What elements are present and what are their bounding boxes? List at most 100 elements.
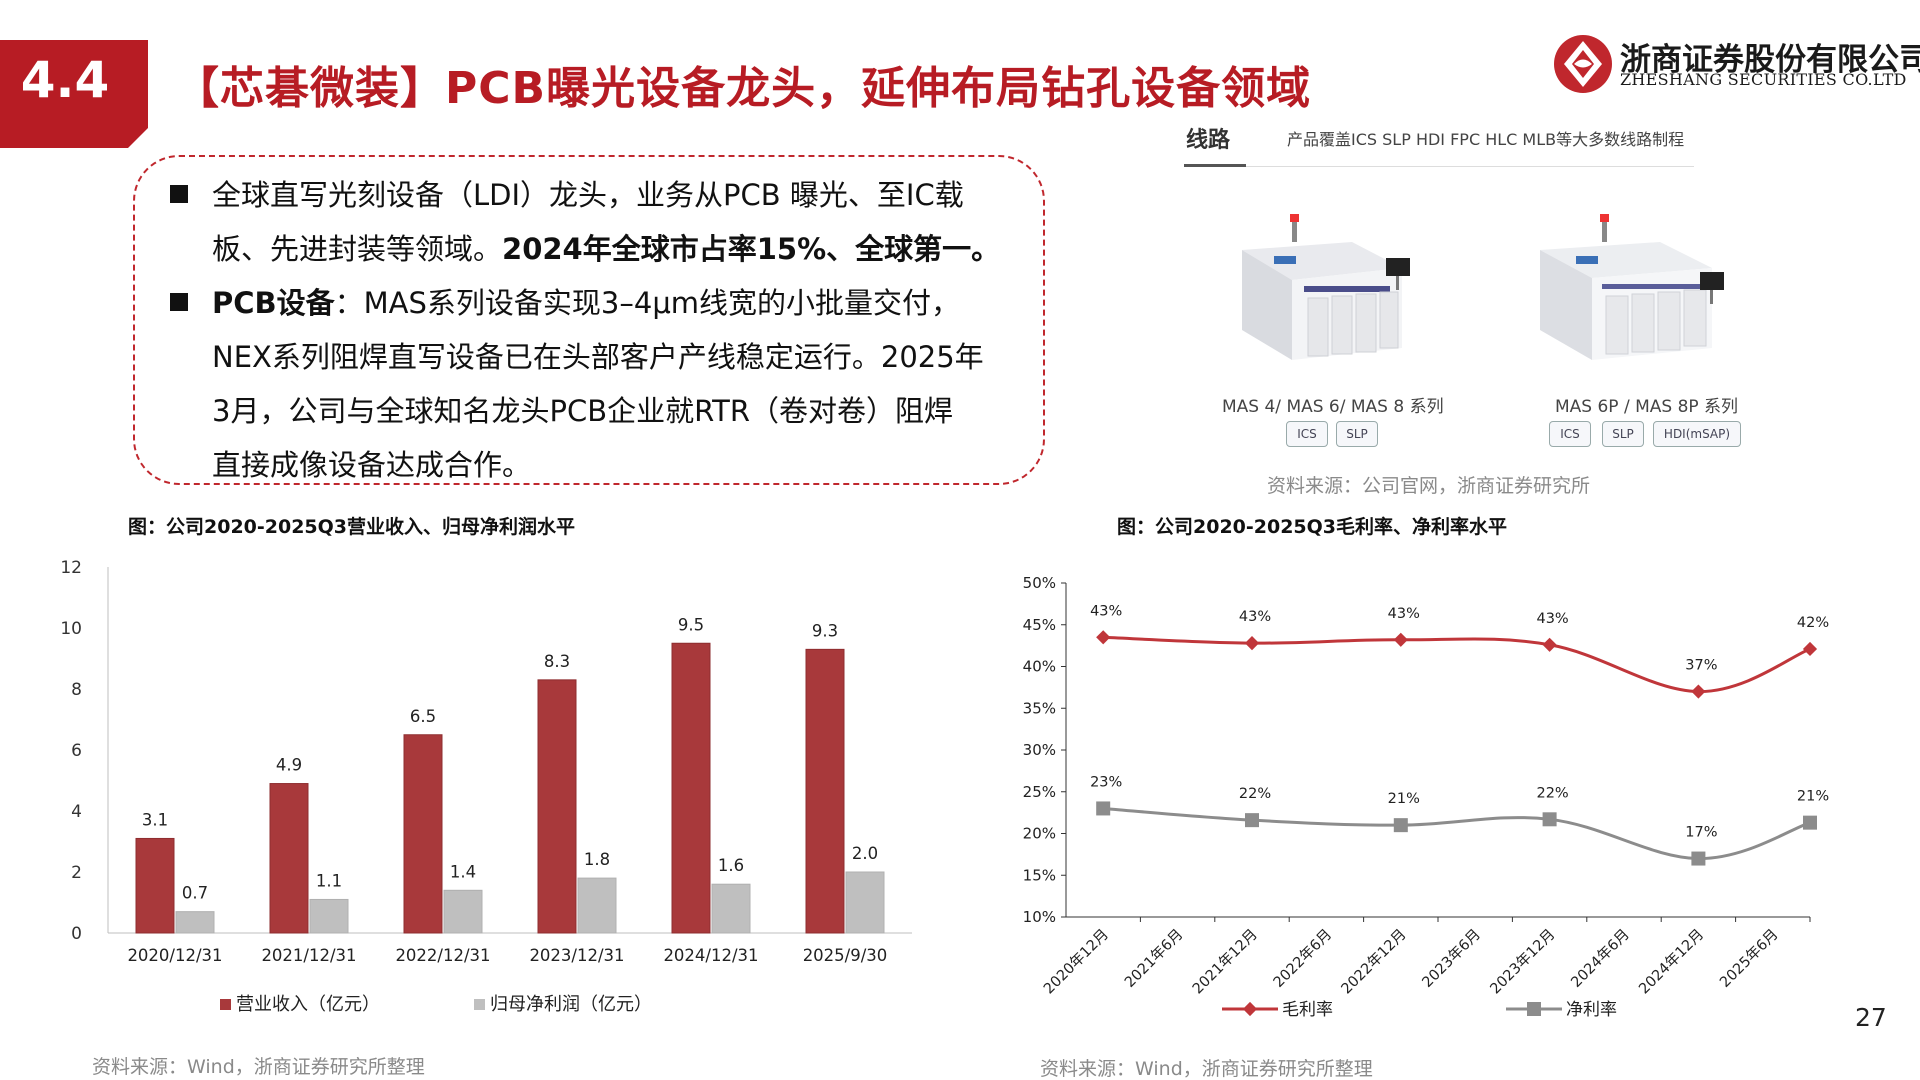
bullet-1-line-2: 板、先进封装等领域。2024年全球市占率15%、全球第一。 — [212, 232, 1001, 266]
gross-margin-label: 37% — [1685, 658, 1717, 674]
legend-net-label: 净利率 — [1566, 1000, 1617, 1020]
bullet-square-icon — [170, 185, 188, 203]
net-margin-point — [1245, 813, 1259, 828]
revenue-bar — [269, 783, 309, 934]
net-margin-label: 21% — [1797, 789, 1829, 805]
product-2-tag-hdi: HDI(mSAP) — [1653, 421, 1741, 447]
section-badge — [0, 40, 152, 148]
product-2-tag-slp: SLP — [1602, 421, 1644, 447]
legend-gross-marker — [1242, 1001, 1258, 1017]
net-margin-point — [1096, 801, 1111, 816]
x-tick-label: 2023年6月 — [1419, 926, 1484, 991]
y-tick-label: 8 — [71, 680, 82, 700]
mas-machine-image — [1242, 214, 1410, 360]
product-2-tag-ics: ICS — [1549, 421, 1591, 447]
gross-margin-point — [1393, 632, 1408, 647]
legend-net-marker — [1527, 1002, 1541, 1016]
profit-bar — [711, 883, 751, 934]
x-tick-label: 2023年12月 — [1487, 926, 1559, 998]
legend-revenue-label: 营业收入（亿元） — [236, 994, 380, 1015]
revenue-data-label: 3.1 — [142, 810, 168, 829]
bullet-2-line-2: NEX系列阻焊直写设备已在头部客户产线稳定运行。2025年 — [212, 340, 984, 374]
key-points-box — [133, 155, 1045, 485]
x-tick-label: 2022年6月 — [1270, 926, 1335, 991]
left-chart-caption: 图：公司2020-2025Q3营业收入、归母净利润水平 — [128, 516, 576, 538]
y-tick-label: 30% — [1023, 741, 1056, 759]
gross-margin-label: 42% — [1797, 615, 1829, 631]
revenue-profit-bar-chart: 0 2 4 6 8 10 12 2020/12/31 3.1 0.7 2021/12/31 4.9 1.… — [60, 558, 912, 1015]
net-margin-label: 21% — [1388, 791, 1420, 807]
gross-margin-line — [1103, 635, 1811, 694]
section-number: 4.4 — [20, 51, 110, 109]
bullet-1-line-1: 全球直写光刻设备（LDI）龙头，业务从PCB 曝光、至IC载 — [170, 172, 964, 214]
x-tick-label: 2022年12月 — [1338, 926, 1410, 998]
net-margin-label: 22% — [1536, 785, 1568, 801]
page-title: 【芯碁微装】PCB曝光设备龙头，延伸布局钻孔设备领域 — [175, 63, 1312, 114]
right-chart-source: 资料来源：Wind，浙商证券研究所整理 — [1040, 1058, 1373, 1080]
y-tick-label: 4 — [71, 802, 82, 822]
revenue-bar — [135, 837, 175, 934]
margin-line-chart: 10%15%20%25%30%35%40%45%50%2020年12月 2021年… — [1023, 574, 1829, 1020]
bullet-2-line-4: 直接成像设备达成合作。 — [212, 448, 532, 482]
net-margin-label: 23% — [1090, 774, 1122, 790]
profit-bar — [577, 877, 617, 934]
revenue-data-label: 9.3 — [812, 621, 838, 640]
x-tick-label: 2021/12/31 — [261, 946, 356, 965]
legend-profit-label: 归母净利润（亿元） — [490, 994, 652, 1015]
revenue-data-label: 8.3 — [544, 652, 570, 671]
profit-data-label: 1.8 — [584, 850, 610, 869]
net-margin-point — [1691, 851, 1706, 866]
gross-margin-point — [1244, 636, 1260, 651]
gross-margin-point — [1691, 684, 1706, 699]
net-margin-line — [1103, 806, 1811, 861]
y-tick-label: 2 — [71, 863, 82, 883]
y-tick-label: 10 — [60, 619, 82, 639]
profit-bar — [309, 898, 349, 934]
net-margin-label: 22% — [1239, 786, 1271, 802]
profit-data-label: 2.0 — [852, 844, 878, 863]
profit-data-label: 1.1 — [316, 871, 342, 890]
net-margin-label: 17% — [1685, 825, 1717, 841]
y-tick-label: 50% — [1023, 574, 1056, 592]
net-margin-point — [1542, 812, 1557, 827]
profit-data-label: 1.6 — [718, 856, 744, 875]
y-tick-label: 0 — [71, 924, 82, 944]
legend-revenue-swatch — [220, 999, 231, 1010]
profit-bar — [845, 871, 885, 934]
revenue-data-label: 4.9 — [276, 756, 302, 775]
legend-profit-swatch — [474, 999, 485, 1010]
x-tick-label: 2023/12/31 — [529, 946, 624, 965]
revenue-bar — [537, 679, 577, 934]
x-tick-label: 2025/9/30 — [803, 946, 888, 965]
product-tab-label: 线路 — [1186, 128, 1231, 153]
gross-margin-label: 43% — [1090, 603, 1122, 619]
revenue-data-label: 6.5 — [410, 707, 436, 726]
gross-margin-point — [1802, 641, 1818, 657]
company-logo-icon — [1554, 35, 1612, 93]
x-tick-label: 2022/12/31 — [395, 946, 490, 965]
profit-data-label: 0.7 — [182, 884, 208, 903]
x-tick-label: 2021年12月 — [1189, 926, 1261, 998]
gross-margin-label: 43% — [1239, 609, 1271, 625]
profit-bar — [175, 911, 215, 934]
product-name-2: MAS 6P / MAS 8P 系列 — [1555, 397, 1739, 417]
profit-data-label: 1.4 — [450, 862, 476, 881]
revenue-bar — [805, 648, 845, 934]
bullet-square-icon — [170, 293, 188, 311]
y-tick-label: 40% — [1023, 658, 1056, 676]
company-name-cn: 浙商证券股份有限公司 — [1620, 42, 1920, 78]
net-margin-point — [1803, 815, 1817, 830]
x-tick-label: 2020年12月 — [1040, 926, 1112, 998]
x-tick-label: 2024年12月 — [1636, 926, 1708, 998]
y-tick-label: 20% — [1023, 825, 1056, 843]
y-tick-label: 35% — [1023, 699, 1056, 717]
y-tick-label: 6 — [71, 741, 82, 761]
company-name-en: ZHESHANG SECURITIES CO.LTD — [1620, 70, 1907, 89]
net-margin-point — [1393, 818, 1408, 833]
legend-gross-label: 毛利率 — [1282, 1000, 1333, 1020]
y-tick-label: 25% — [1023, 783, 1056, 801]
revenue-bar — [671, 642, 711, 934]
x-tick-label: 2021年6月 — [1121, 926, 1186, 991]
product-1-tag-ics: ICS — [1286, 421, 1328, 447]
product-1-tag-slp: SLP — [1336, 421, 1378, 447]
